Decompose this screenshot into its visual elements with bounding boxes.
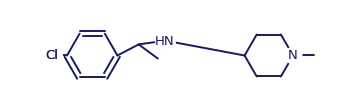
Text: N: N bbox=[288, 49, 298, 62]
Text: HN: HN bbox=[155, 35, 175, 48]
Text: Cl: Cl bbox=[45, 49, 58, 62]
Text: Cl: Cl bbox=[45, 49, 58, 62]
